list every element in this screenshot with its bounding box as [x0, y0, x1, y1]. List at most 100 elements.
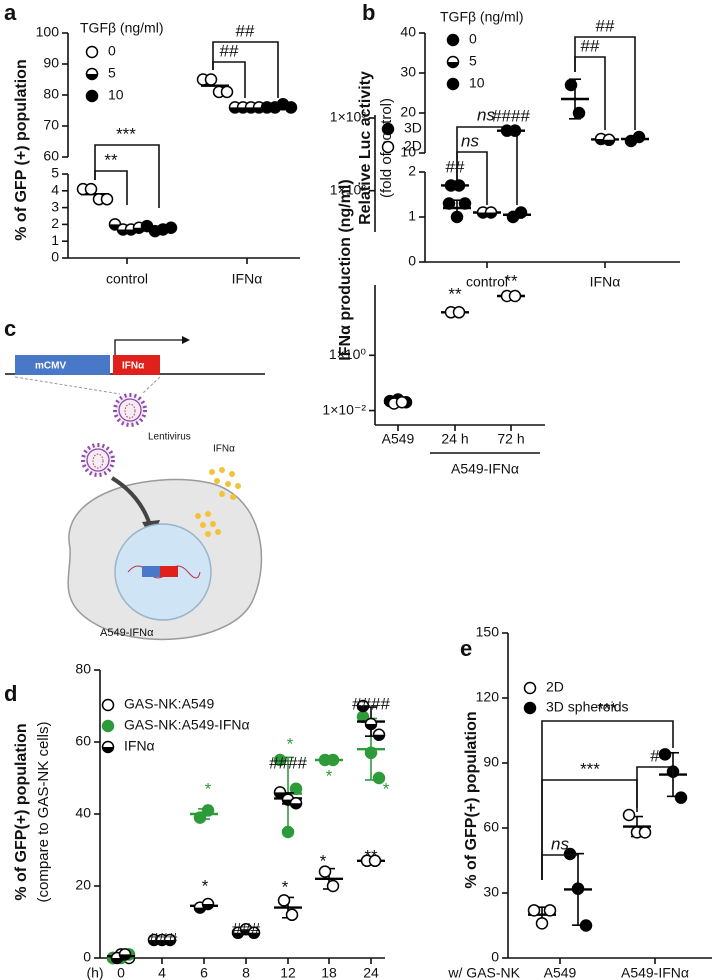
data-point [326, 879, 340, 893]
y-tick-label: 3 [51, 198, 59, 214]
x-tick-label: control [466, 274, 508, 290]
significance-label: * [282, 877, 289, 896]
infection-arrow [110, 476, 152, 526]
group-label: A549-IFNα [451, 461, 519, 477]
y-tick-label: 2 [51, 215, 59, 231]
legend-label: 0 [108, 43, 116, 59]
data-point [572, 106, 586, 120]
legend-marker [381, 122, 395, 136]
x-tick-label: 6 [200, 965, 208, 980]
x-tick-label: IFNα [590, 274, 621, 290]
data-point-fill [232, 932, 244, 939]
legend-marker [523, 681, 537, 695]
data-point [204, 73, 218, 86]
y-tick-label: 90 [43, 55, 59, 71]
x-tick-label: 0 [117, 965, 125, 980]
data-point [508, 289, 522, 303]
significance-bracket [94, 144, 160, 208]
y-tick-label: 2 [408, 163, 416, 179]
data-point [571, 882, 585, 895]
y-axis-label: IFNα production (ng/ml) [337, 179, 354, 360]
significance-label: *** [580, 759, 600, 778]
y-tick-label: 0 [491, 949, 499, 965]
data-point-fill [202, 904, 214, 910]
y-tick-label: 1 [51, 232, 59, 248]
gene-box [113, 355, 160, 375]
data-point [452, 179, 466, 192]
x-tick-label: 4 [158, 965, 166, 980]
legend-title: TGFβ (ng/ml) [80, 20, 164, 36]
x-axis-label: (h) [86, 965, 103, 980]
x-tick-label: 8 [242, 965, 250, 980]
legend-marker [446, 77, 460, 91]
data-point [543, 904, 557, 917]
data-point [563, 847, 577, 861]
data-point [318, 865, 332, 878]
x-tick-label: 18 [321, 965, 337, 980]
x-tick-label: IFNα [232, 271, 263, 287]
data-point [674, 791, 688, 804]
y-tick-label: 10 [400, 144, 416, 160]
vector-label: Lentivirus [148, 432, 191, 443]
ifn-particles [195, 467, 241, 537]
data-point [452, 306, 466, 319]
legend-marker [85, 45, 99, 59]
significance-label: ns [461, 131, 479, 150]
promoter-label: mCMV [35, 361, 66, 372]
legend-marker [101, 698, 115, 712]
legend-marker [446, 33, 460, 47]
significance-label: * [320, 851, 327, 870]
y-axis-label: (compare to GAS-NK cells) [35, 722, 52, 903]
data-point [527, 904, 541, 917]
x-tick-label: 24 h [441, 431, 468, 447]
significance-label: #### [352, 694, 390, 713]
y-tick-label: 0 [83, 949, 91, 965]
y-axis-label: % of GFP(+) population [463, 711, 480, 888]
significance-label: *** [116, 124, 136, 143]
virus-envelope [86, 448, 110, 472]
data-point [564, 78, 578, 92]
panel-letter: e [460, 636, 472, 661]
significance-label: * [383, 779, 390, 798]
promoter-insert [142, 566, 160, 577]
x-tick-label: A549 [544, 965, 577, 980]
data-point-fill [111, 958, 123, 964]
virus-envelope [118, 398, 142, 422]
significance-label: ## [446, 157, 465, 176]
legend-label: GAS-NK:A549-IFNα [124, 717, 250, 733]
significance-label: ## [596, 16, 615, 35]
y-tick-label: 1×10² [330, 181, 367, 197]
y-tick-label: 20 [75, 877, 91, 893]
y-axis-label: % of GFP(+) population [13, 723, 30, 900]
significance-bracket [541, 720, 674, 880]
data-point [284, 101, 298, 114]
y-tick-label: 60 [75, 733, 91, 749]
significance-label: ** [104, 150, 118, 169]
y-tick-label: 40 [400, 24, 416, 40]
data-point [164, 221, 178, 235]
y-tick-label: 120 [476, 689, 500, 705]
y-tick-label: 70 [43, 117, 59, 133]
y-tick-label: 30 [483, 884, 499, 900]
promoter-box [15, 355, 110, 375]
legend-label: 0 [469, 31, 477, 47]
y-tick-label: 5 [51, 165, 59, 181]
data-point-fill [194, 907, 206, 914]
data-point [368, 854, 382, 868]
significance-label: ** [364, 846, 378, 865]
significance-label: * [326, 766, 333, 785]
legend-label: 5 [108, 65, 116, 81]
legend-label: 2D [546, 679, 564, 695]
significance-label: #### [492, 106, 530, 125]
data-point [220, 85, 234, 99]
data-point [622, 808, 636, 822]
legend-label: 3D spheroids [546, 699, 629, 715]
legend-label: 10 [469, 75, 485, 91]
y-tick-label: 60 [43, 148, 59, 164]
significance-label: ### [232, 919, 261, 938]
significance-label: # [650, 746, 660, 765]
legend-label: GAS-NK:A549 [124, 696, 214, 712]
x-axis-label: w/ GAS-NK [447, 965, 520, 980]
panel-letter: a [4, 0, 17, 25]
data-point [395, 395, 409, 409]
